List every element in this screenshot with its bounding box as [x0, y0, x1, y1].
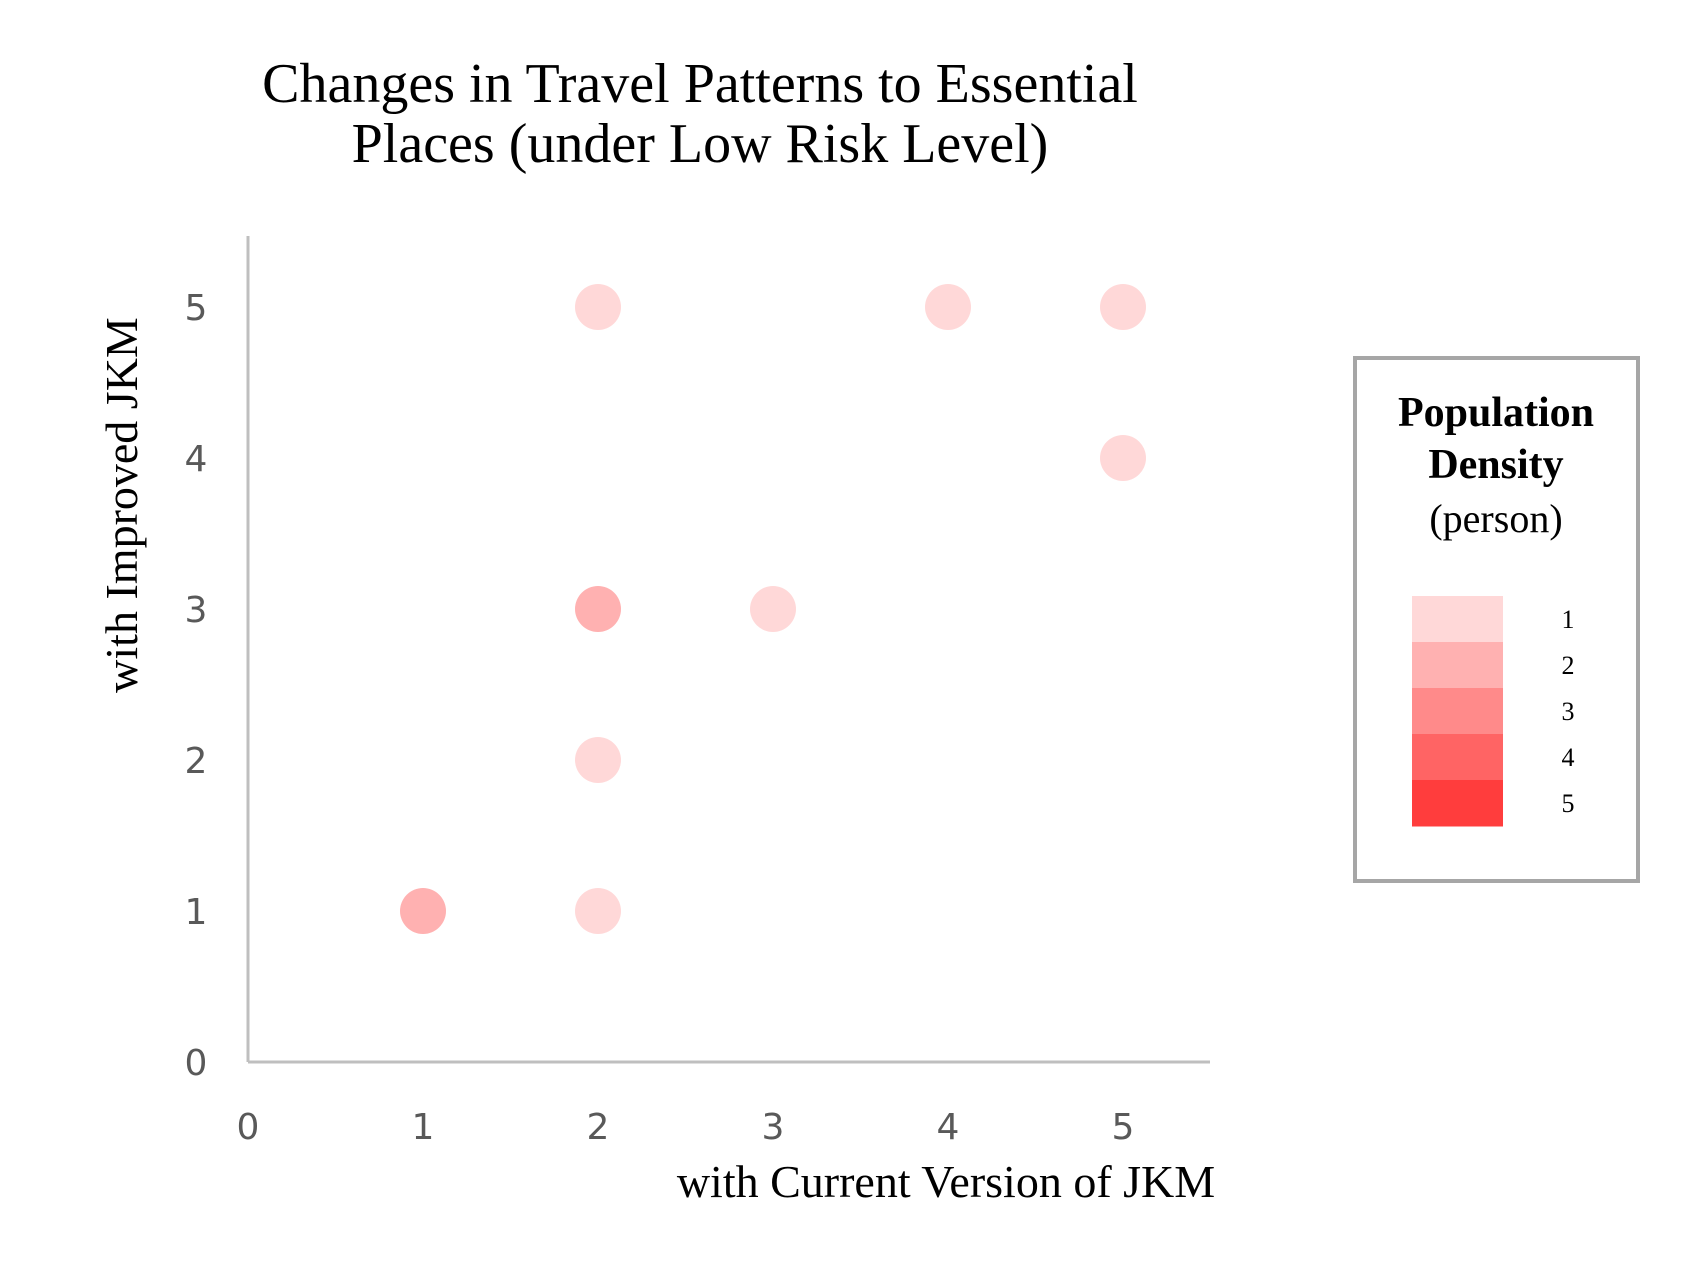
- legend-title-line-1: Population: [1398, 390, 1594, 436]
- y-tick-label: 4: [185, 439, 208, 480]
- legend-entries: 1 2 3 4 5: [1412, 596, 1575, 827]
- data-points: [400, 284, 1146, 934]
- data-point: [575, 888, 621, 934]
- data-point: [750, 586, 796, 632]
- data-point: [575, 737, 621, 783]
- y-axis-label: with Improved JKM: [96, 317, 147, 693]
- x-tick-label: 0: [237, 1107, 260, 1148]
- data-point: [1100, 435, 1146, 481]
- y-tick-labels: 0 1 2 3 4 5: [185, 288, 208, 1084]
- data-point: [575, 284, 621, 330]
- legend-swatch: [1412, 642, 1503, 689]
- x-axis-label: with Current Version of JKM: [677, 1156, 1215, 1207]
- y-tick-label: 0: [185, 1043, 208, 1084]
- axes: [246, 236, 1210, 1064]
- y-tick-label: 1: [185, 892, 208, 933]
- x-tick-label: 1: [412, 1107, 435, 1148]
- legend-swatch: [1412, 780, 1503, 827]
- x-tick-label: 3: [762, 1107, 785, 1148]
- chart-title: Changes in Travel Patterns to Essential …: [262, 53, 1138, 175]
- legend-value-label: 2: [1562, 651, 1575, 680]
- x-tick-label: 2: [587, 1107, 610, 1148]
- x-tick-label: 4: [937, 1107, 960, 1148]
- legend-value-label: 4: [1562, 743, 1575, 772]
- legend-value-label: 5: [1562, 789, 1575, 818]
- legend-swatch: [1412, 688, 1503, 735]
- legend-swatch: [1412, 596, 1503, 643]
- legend-title-line-2: Density: [1428, 442, 1563, 488]
- legend-value-label: 1: [1562, 605, 1575, 634]
- x-tick-labels: 0 1 2 3 4 5: [237, 1107, 1135, 1148]
- data-point: [575, 586, 621, 632]
- y-tick-label: 5: [185, 288, 208, 329]
- chart-title-line-1: Changes in Travel Patterns to Essential: [262, 53, 1138, 115]
- y-tick-label: 3: [185, 590, 208, 631]
- chart-title-line-2: Places (under Low Risk Level): [352, 113, 1049, 175]
- y-tick-label: 2: [185, 741, 208, 782]
- x-tick-label: 5: [1112, 1107, 1135, 1148]
- legend: Population Density (person) 1 2 3 4 5: [1353, 356, 1640, 883]
- legend-swatch: [1412, 734, 1503, 781]
- data-point: [925, 284, 971, 330]
- legend-title-unit: (person): [1429, 496, 1562, 541]
- legend-value-label: 3: [1562, 697, 1575, 726]
- data-point: [1100, 284, 1146, 330]
- data-point: [400, 888, 446, 934]
